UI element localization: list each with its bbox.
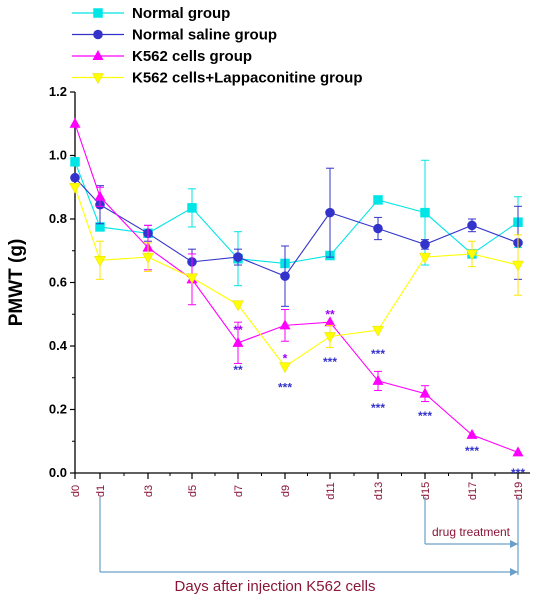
annotations: **************************** bbox=[99, 307, 525, 576]
legend-entry: K562 cells group bbox=[132, 48, 252, 65]
data-point bbox=[420, 239, 430, 250]
data-point bbox=[420, 207, 430, 218]
data-point bbox=[372, 325, 384, 337]
drug-treatment-label: drug treatment bbox=[432, 525, 511, 539]
x-tick-label: d7 bbox=[233, 485, 245, 497]
series-1 bbox=[70, 157, 523, 287]
y-tick-label: 1.0 bbox=[49, 148, 67, 163]
x-tick-label: d1 bbox=[95, 485, 107, 497]
x-tick-label: d17 bbox=[467, 482, 479, 500]
x-tick-label: d0 bbox=[70, 485, 82, 497]
significance-mark: ** bbox=[233, 363, 243, 377]
series-line bbox=[74, 123, 519, 453]
data-point bbox=[325, 207, 335, 218]
y-tick-label: 0.4 bbox=[49, 338, 68, 353]
plot-area bbox=[69, 117, 524, 457]
data-point bbox=[232, 300, 244, 312]
data-point bbox=[419, 252, 431, 264]
data-point bbox=[373, 195, 383, 205]
data-point bbox=[467, 220, 477, 231]
y-tick-label: 0.2 bbox=[49, 402, 67, 417]
data-point bbox=[466, 428, 478, 439]
data-point bbox=[466, 249, 478, 261]
significance-mark: *** bbox=[511, 466, 525, 480]
data-point bbox=[70, 172, 80, 183]
data-point bbox=[142, 252, 154, 264]
legend: Normal group Normal saline group K562 cell… bbox=[72, 5, 362, 87]
y-tick-label: 1.2 bbox=[49, 84, 67, 99]
data-point bbox=[324, 316, 336, 327]
legend-entry: K562 cells+Lappaconitine group bbox=[132, 70, 362, 87]
significance-mark: *** bbox=[418, 409, 432, 423]
significance-mark: *** bbox=[371, 347, 385, 361]
data-point bbox=[372, 374, 384, 385]
data-point bbox=[232, 336, 244, 347]
data-point bbox=[94, 190, 106, 201]
data-point bbox=[279, 362, 291, 374]
x-tick-label: d13 bbox=[373, 482, 385, 500]
arrow-head bbox=[510, 540, 518, 548]
data-point bbox=[233, 252, 243, 262]
data-point bbox=[279, 319, 291, 330]
x-tick-label: d5 bbox=[187, 485, 199, 497]
data-point bbox=[69, 117, 81, 128]
significance-mark: *** bbox=[371, 401, 385, 415]
data-point bbox=[70, 157, 80, 167]
legend-marker-triangle-down bbox=[92, 73, 104, 85]
data-point bbox=[419, 387, 431, 398]
significance-mark: ** bbox=[233, 323, 243, 337]
significance-mark: *** bbox=[278, 380, 292, 394]
x-tick-label: d11 bbox=[325, 482, 337, 500]
data-point bbox=[280, 271, 290, 281]
significance-mark: ** bbox=[325, 307, 335, 321]
data-point bbox=[324, 332, 336, 343]
series-4 bbox=[69, 183, 524, 374]
arrow-head bbox=[510, 568, 518, 576]
y-tick-label: 0.6 bbox=[49, 275, 67, 290]
y-axis-label: PMWT (g) bbox=[6, 239, 27, 327]
significance-mark: *** bbox=[465, 444, 479, 458]
legend-entry: Normal group bbox=[132, 5, 230, 22]
x-tick-label: d15 bbox=[420, 482, 432, 500]
series-line bbox=[74, 161, 519, 265]
y-tick-label: 0.0 bbox=[49, 465, 67, 480]
data-point bbox=[512, 260, 524, 272]
legend-marker-circle bbox=[93, 29, 103, 40]
data-point bbox=[69, 183, 81, 194]
y-tick-label: 0.8 bbox=[49, 211, 67, 226]
data-point bbox=[94, 256, 106, 267]
data-point bbox=[373, 223, 383, 234]
legend-marker-triangle-up bbox=[92, 50, 104, 60]
legend-entry: Normal saline group bbox=[132, 27, 277, 44]
x-tick-label: d19 bbox=[513, 482, 525, 500]
series-3 bbox=[69, 117, 524, 457]
x-tick-label: d9 bbox=[280, 485, 292, 497]
significance-mark: *** bbox=[323, 355, 337, 369]
data-point bbox=[187, 203, 197, 213]
x-tick-label: d3 bbox=[143, 485, 155, 497]
data-point bbox=[186, 273, 198, 285]
series-line bbox=[74, 187, 519, 368]
significance-mark: * bbox=[283, 352, 288, 366]
legend-marker-square bbox=[93, 8, 103, 18]
axes: 0.0 0.2 0.4 0.6 0.8 1.0 1.2 d0 d1 d3 d5 d7 d9 d11 d13 d… bbox=[49, 84, 530, 500]
data-point bbox=[512, 446, 524, 457]
x-axis-label: Days after injection K562 cells bbox=[175, 578, 376, 595]
